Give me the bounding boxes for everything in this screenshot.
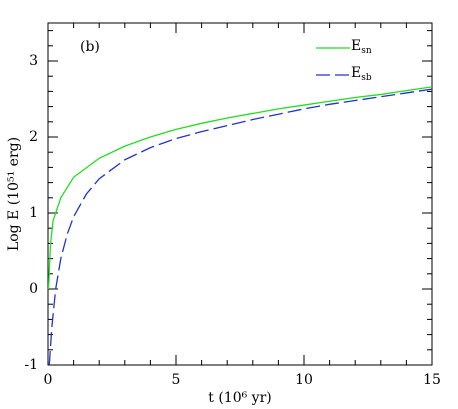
x-tick-label: 0	[44, 372, 53, 388]
y-axis-label: Log E (10⁵¹ erg)	[6, 137, 22, 251]
y-tick-label: 3	[29, 53, 38, 69]
y-tick-label: 2	[29, 129, 38, 145]
series-line	[48, 88, 433, 366]
series-line	[47, 86, 433, 290]
annotation: (b)	[80, 39, 100, 55]
legend-label: Esb	[351, 65, 372, 83]
legend-label: Esn	[351, 38, 372, 56]
y-tick-label: 0	[29, 281, 38, 297]
plot-frame	[47, 22, 433, 366]
y-tick-label: -1	[24, 357, 38, 373]
x-tick-label: 10	[295, 372, 313, 388]
y-tick-label: 1	[29, 205, 38, 221]
x-tick-label: 15	[423, 372, 441, 388]
x-tick-label: 5	[172, 372, 181, 388]
x-axis-label: t (10⁶ yr)	[208, 390, 271, 406]
